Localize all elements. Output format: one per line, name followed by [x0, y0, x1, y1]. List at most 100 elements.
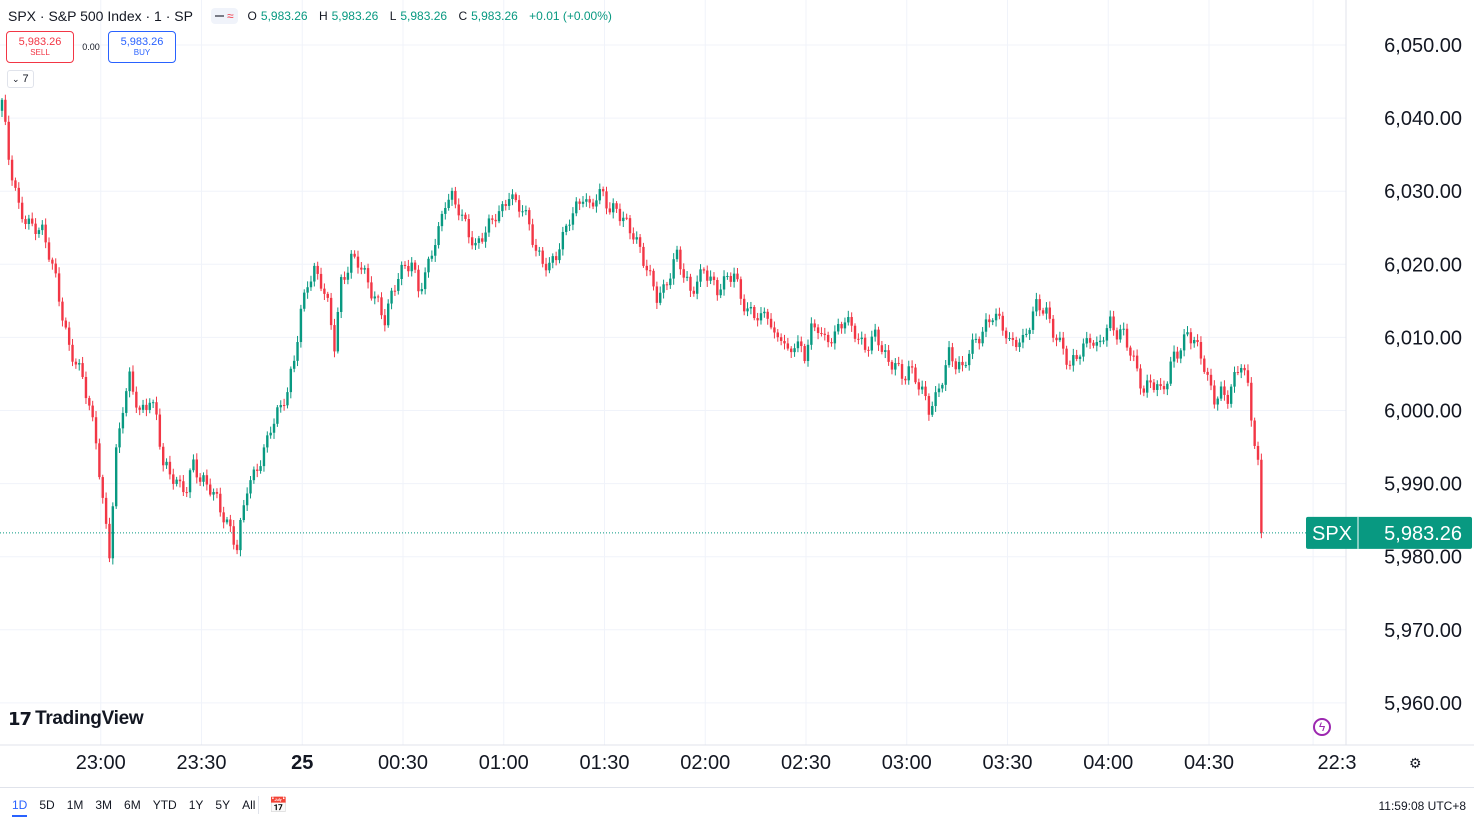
indicators-toggle-button[interactable]: ⌄ 7 [7, 70, 34, 88]
candle [413, 260, 417, 274]
wave-icon: ≈ [226, 9, 234, 23]
range-button-1d[interactable]: 1D [12, 798, 28, 817]
candle [1169, 356, 1172, 386]
range-button-ytd[interactable]: YTD [152, 798, 177, 812]
candle [360, 262, 363, 275]
candle [1048, 301, 1051, 324]
candle [628, 215, 632, 240]
candle [907, 360, 910, 385]
candle [847, 310, 850, 326]
candle [1186, 326, 1189, 337]
candle [282, 398, 286, 411]
candle [1162, 380, 1166, 395]
candle [742, 294, 746, 316]
candle [151, 399, 155, 409]
buy-button[interactable]: 5,983.26 BUY [108, 31, 176, 63]
candle [487, 214, 491, 237]
candle [182, 475, 185, 497]
candle [746, 302, 749, 317]
candle [114, 444, 118, 509]
candle [511, 189, 514, 206]
candle [51, 257, 54, 270]
candle [729, 272, 732, 287]
candle [457, 198, 460, 221]
candle [467, 214, 471, 244]
candle [269, 426, 272, 439]
range-button-3m[interactable]: 3M [95, 798, 113, 812]
candle [1088, 333, 1092, 349]
candle [178, 475, 182, 488]
symbol-title[interactable]: SPX · S&P 500 Index · 1 · SP [8, 8, 193, 24]
range-button-6m[interactable]: 6M [124, 798, 141, 812]
candle [1149, 374, 1152, 389]
tradingview-logo[interactable]: 17 TradingView [8, 708, 144, 730]
candle [1055, 334, 1058, 347]
sell-label: SELL [30, 48, 50, 57]
sell-button[interactable]: 5,983.26 SELL [6, 31, 74, 63]
candle [346, 266, 350, 285]
clock[interactable]: 11:59:08 UTC+8 [1378, 799, 1467, 813]
candle [759, 307, 763, 325]
candle [548, 257, 551, 274]
candle [756, 312, 759, 327]
candle [884, 344, 887, 359]
calendar-range-icon[interactable]: 📅 [269, 797, 288, 814]
candle [309, 275, 313, 291]
date-range-buttons: 1D 5D 1M 3M 6M YTD 1Y 5Y All [6, 798, 261, 817]
candle [585, 193, 588, 207]
x-tick-label: 01:00 [479, 752, 529, 774]
candle [350, 250, 353, 279]
range-button-5y[interactable]: 5Y [215, 798, 231, 812]
candle [800, 336, 803, 353]
candle [638, 234, 642, 253]
candle [1182, 329, 1186, 357]
candle [578, 198, 581, 211]
candle [648, 264, 652, 276]
y-tick-label: 6,030.00 [1384, 181, 1462, 203]
candle [873, 323, 877, 342]
lightning-icon[interactable]: ϟ [1313, 718, 1331, 736]
candle [1226, 390, 1229, 409]
candle [380, 292, 383, 320]
candle [934, 386, 937, 412]
candle [235, 539, 239, 555]
candle [853, 323, 857, 343]
x-tick-label: 03:30 [982, 752, 1032, 774]
candle [1105, 324, 1109, 347]
candle [501, 201, 504, 218]
candle [1203, 355, 1206, 374]
candle [1240, 364, 1243, 379]
x-tick-label: 01:30 [579, 752, 629, 774]
candle [440, 210, 444, 232]
candle [786, 337, 790, 351]
range-button-all[interactable]: All [242, 798, 256, 812]
candle [202, 472, 205, 487]
candle [739, 276, 743, 305]
candle [1229, 384, 1233, 408]
candle [890, 359, 894, 375]
candle [1075, 349, 1078, 362]
candle [974, 333, 978, 343]
candle [914, 363, 917, 385]
legend-status-pill[interactable]: ≈ [210, 8, 238, 24]
candle [1132, 350, 1135, 362]
candle [608, 202, 612, 215]
candle [998, 307, 1001, 320]
candle [319, 267, 323, 292]
candle [292, 355, 296, 373]
candle [145, 398, 148, 417]
candle [14, 177, 17, 191]
candle [356, 250, 360, 274]
x-tick-label: 02:30 [781, 752, 831, 774]
range-button-1m[interactable]: 1M [66, 798, 84, 812]
settings-icon[interactable]: ⚙ [1409, 755, 1422, 771]
candle [454, 186, 457, 209]
range-button-1y[interactable]: 1Y [188, 798, 204, 812]
candle [188, 468, 192, 499]
range-button-5d[interactable]: 5D [39, 798, 55, 812]
candle [494, 213, 497, 228]
candle [81, 356, 84, 380]
candle [837, 318, 840, 335]
candle [484, 226, 487, 248]
